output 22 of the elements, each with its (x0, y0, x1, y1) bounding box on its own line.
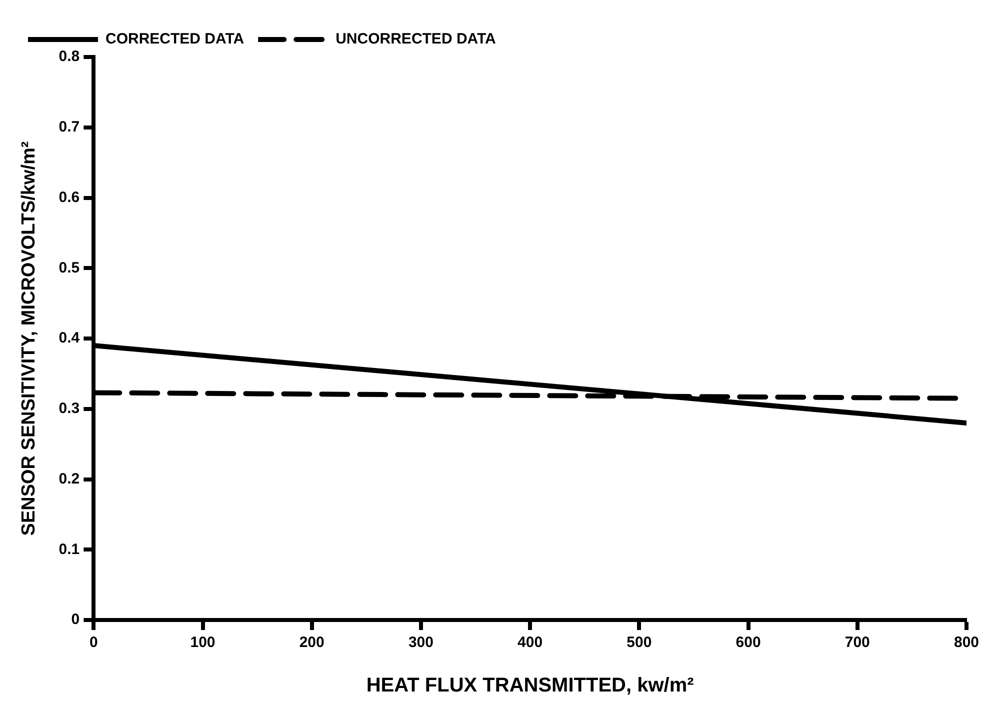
y-tick-label: 0.8 (58, 48, 80, 66)
y-tick-label: 0.1 (58, 540, 80, 558)
x-tick-label: 800 (954, 634, 979, 652)
legend-label: CORRECTED DATA (106, 30, 244, 48)
x-tick-label: 400 (518, 634, 543, 652)
y-tick-label: 0.4 (58, 330, 80, 347)
x-tick-label: 300 (408, 634, 434, 652)
x-tick-label: 700 (844, 634, 870, 652)
x-tick-label: 600 (736, 634, 761, 652)
y-axis-title: SENSOR SENSITIVITY, MICROVOLTS/kw/m² (18, 141, 40, 536)
x-axis-title: HEAT FLUX TRANSMITTED, kw/m² (366, 674, 694, 697)
x-tick-label: 100 (190, 634, 216, 652)
y-tick-label: 0.6 (58, 188, 80, 206)
y-tick-label: 0.5 (58, 259, 80, 276)
y-tick-label: 0.3 (58, 400, 80, 418)
y-tick-label: 0.7 (58, 118, 80, 136)
x-tick-label: 200 (299, 634, 324, 652)
x-tick-label: 0 (89, 634, 98, 652)
legend-label: UNCORRECTED DATA (336, 30, 496, 48)
y-tick-label: 0 (71, 611, 80, 628)
y-tick-label: 0.2 (58, 470, 80, 488)
x-tick-label: 500 (626, 634, 652, 652)
